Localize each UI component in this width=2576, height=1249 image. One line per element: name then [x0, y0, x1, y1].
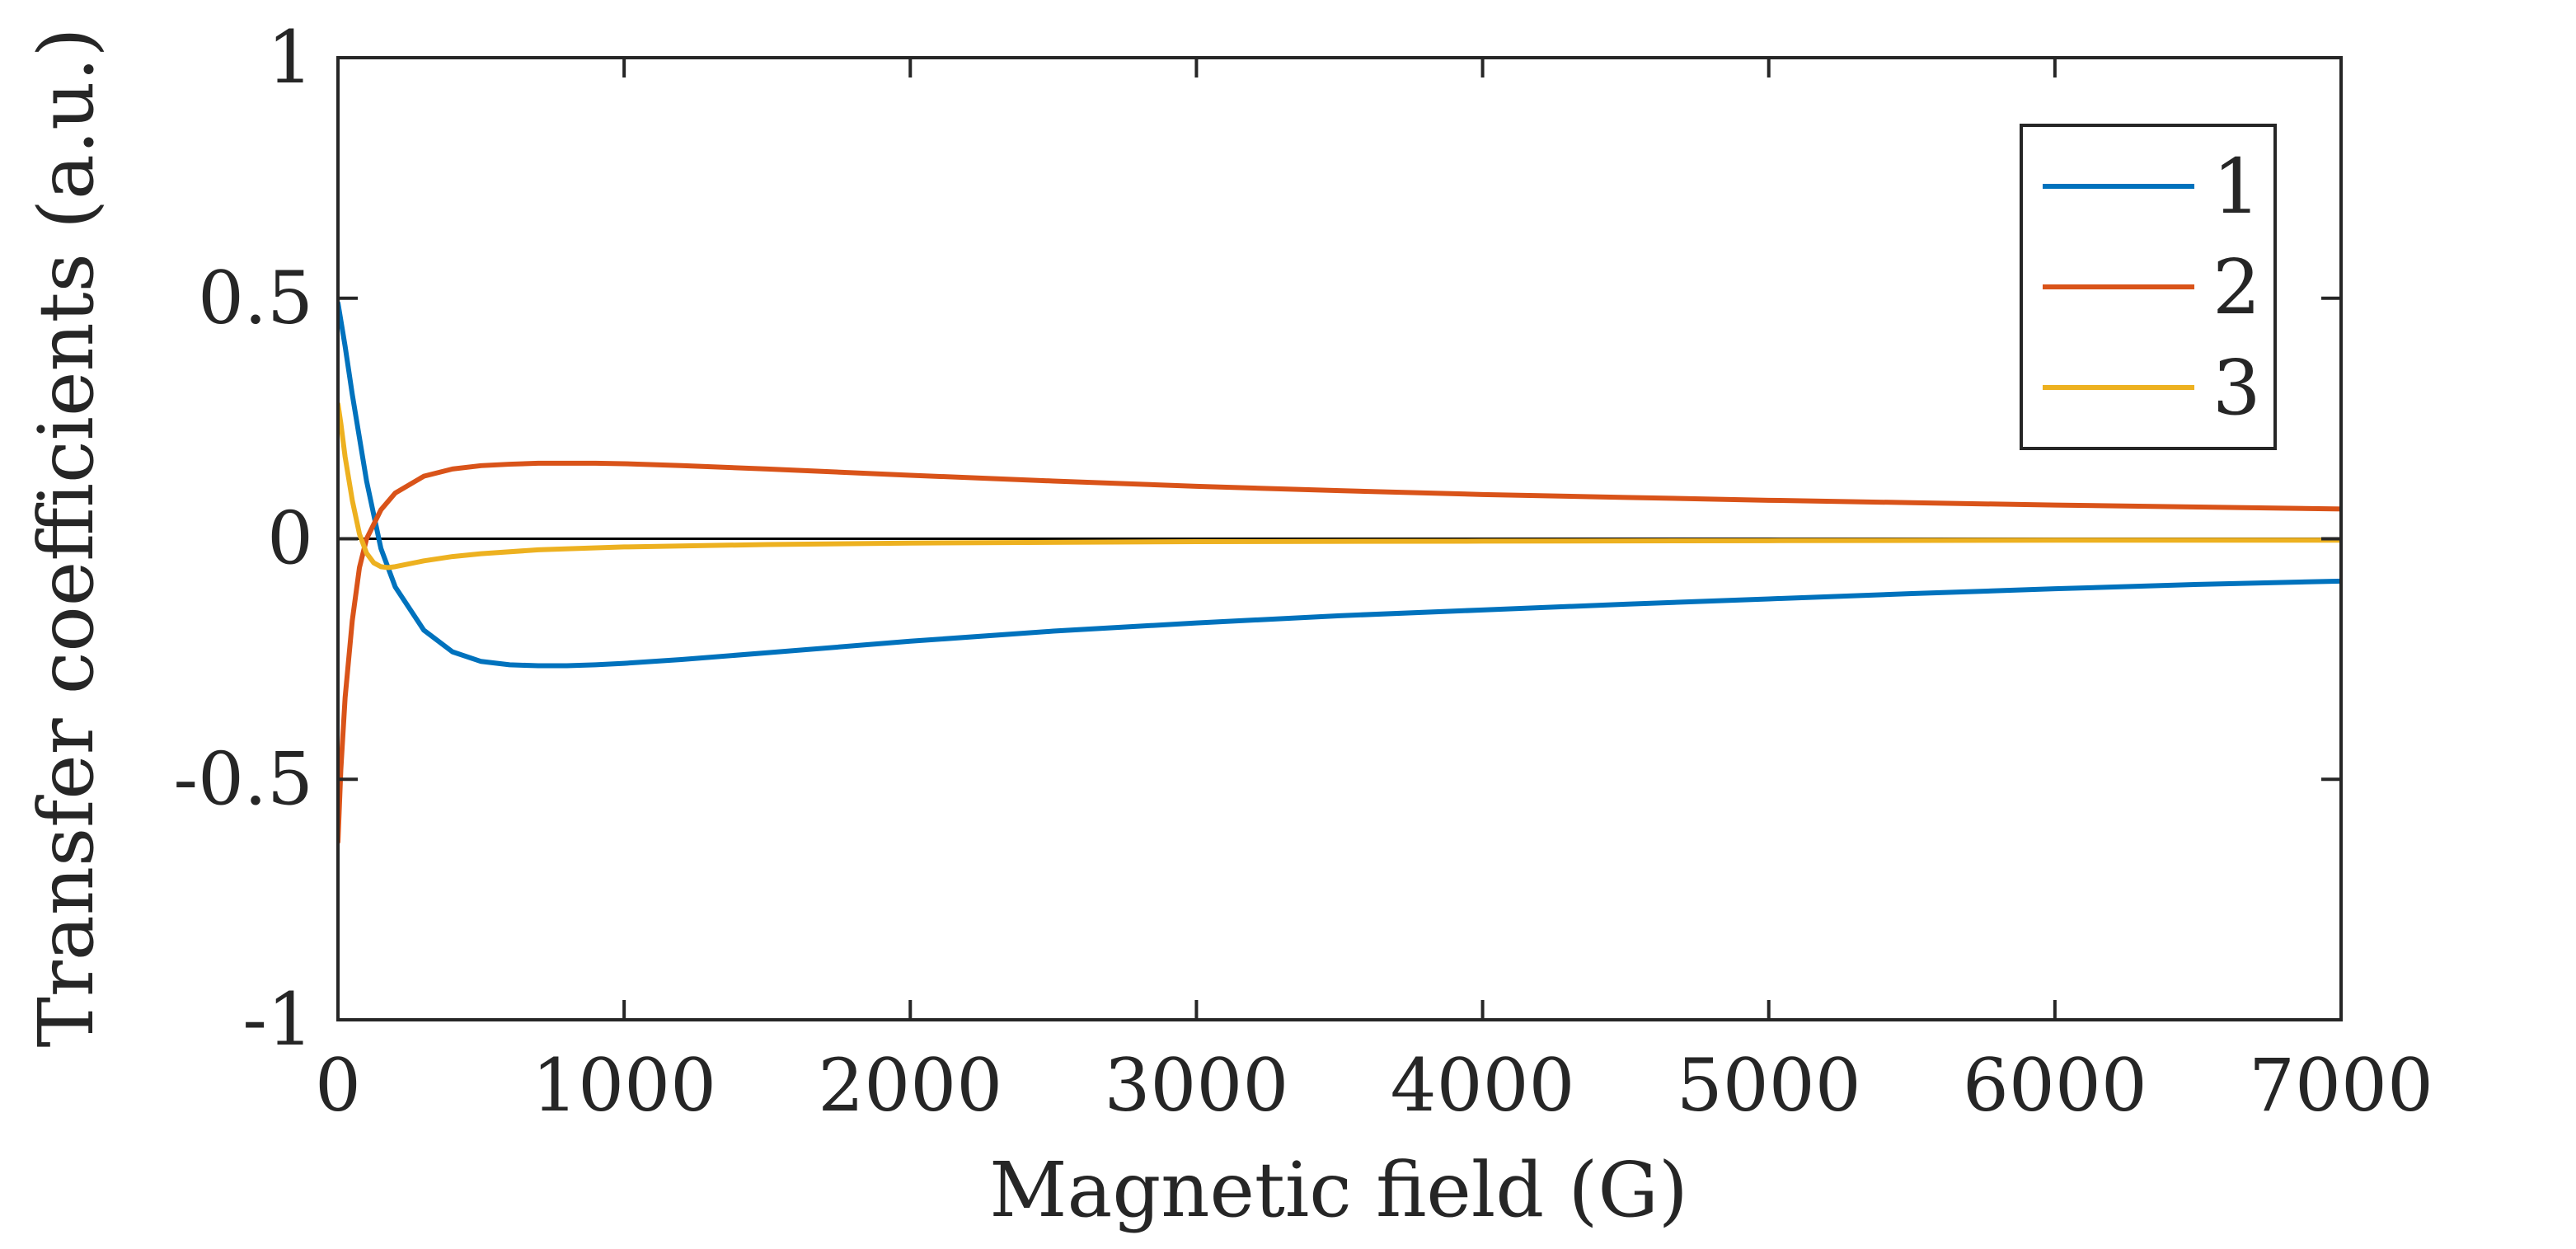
x-tick-label: 7000 — [2249, 1043, 2433, 1128]
y-tick-label: -1 — [242, 977, 313, 1062]
series-line-1 — [338, 300, 2341, 669]
y-tick-label: 1 — [267, 15, 313, 100]
y-axis-label: Transfer coefficients (a.u.) — [22, 28, 110, 1048]
x-tick-label: 5000 — [1677, 1043, 1861, 1128]
x-tick-label: 2000 — [818, 1043, 1002, 1128]
x-tick-label: 1000 — [532, 1043, 716, 1128]
x-tick-label: 0 — [315, 1043, 361, 1128]
axes: 0 1000 2000 3000 4000 5000 6000 7000 -1 -0.5 0 0.5 1 — [173, 15, 2433, 1128]
legend-label-1: 1 — [2212, 143, 2261, 231]
y-tick-label: 0.5 — [198, 256, 313, 340]
plot-area — [338, 300, 2341, 845]
y-tick-label: -0.5 — [173, 736, 313, 821]
series-line-3 — [338, 401, 2341, 571]
legend-label-2: 2 — [2212, 243, 2261, 331]
x-tick-label: 3000 — [1104, 1043, 1288, 1128]
x-tick-label: 4000 — [1391, 1043, 1575, 1128]
x-tick-label: 6000 — [1963, 1043, 2147, 1128]
legend: 1 2 3 — [2020, 124, 2277, 450]
legend-label-3: 3 — [2212, 344, 2261, 432]
x-axis-label: Magnetic field (G) — [989, 1146, 1687, 1234]
y-tick-label: 0 — [267, 496, 313, 581]
